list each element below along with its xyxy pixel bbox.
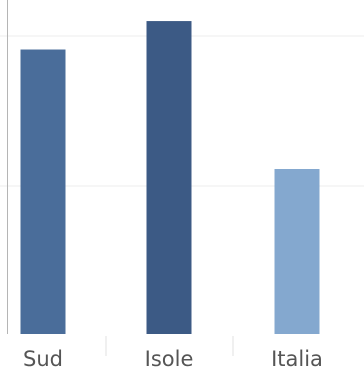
x-tick-label-isole: Isole (145, 347, 194, 371)
x-tick-label-sud: Sud (23, 347, 63, 371)
axis-layer (7, 0, 234, 356)
x-axis-labels: Sud Isole Italia (23, 347, 323, 371)
x-tick-label-italia: Italia (271, 347, 323, 371)
bar-italia (274, 169, 320, 334)
bar-isole (146, 21, 192, 334)
bar-sud (20, 49, 66, 334)
bars-layer (20, 21, 320, 334)
